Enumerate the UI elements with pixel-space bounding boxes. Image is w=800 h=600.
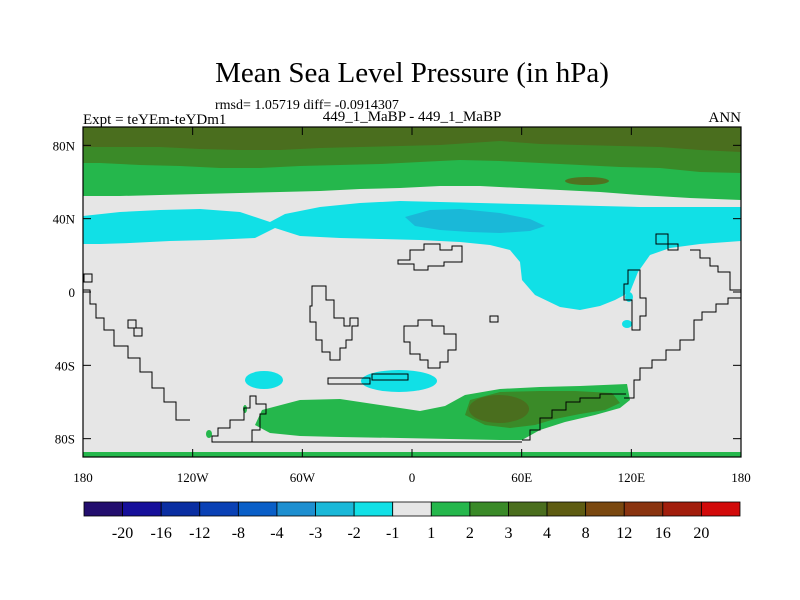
x-tick-label: 60W: [290, 470, 316, 485]
coast-japan: [655, 233, 679, 251]
north-brown-spot: [565, 177, 609, 185]
colorbar-swatch: [430, 501, 471, 517]
colorbar-swatch: [662, 501, 702, 517]
colorbar-swatch: [623, 501, 664, 517]
colorbar-label: -1: [386, 525, 399, 542]
x-tick-label: 120E: [618, 470, 646, 485]
north-blue-core: [405, 209, 545, 233]
colorbar-swatch: [353, 501, 394, 517]
coast-west-fringe: [83, 289, 190, 421]
colorbar-swatch: [199, 501, 239, 517]
small-green-patch-2: [206, 430, 212, 438]
x-tick-label: 60E: [511, 470, 532, 485]
subtitle: 449_1_MaBP - 449_1_MaBP: [323, 109, 502, 125]
stats-label: rmsd= 1.05719 diff= -0.0914307: [215, 98, 399, 113]
colorbar-label: 1: [427, 525, 435, 542]
colorbar-swatch: [315, 501, 355, 517]
colorbar-swatch: [469, 501, 509, 517]
colorbar-label: 12: [616, 525, 632, 542]
x-tick-label: 120W: [177, 470, 210, 485]
south-cyan-patch-east: [361, 370, 437, 392]
colorbar-swatch: [701, 501, 741, 517]
y-tick-label: 40S: [55, 358, 75, 373]
experiment-label: Expt = teYEm-teYDm1: [83, 112, 226, 128]
season-label: ANN: [709, 110, 742, 126]
south-cyan-patch-west: [245, 371, 283, 389]
y-tick-label: 80S: [55, 432, 75, 447]
coast-south-america: [397, 243, 463, 271]
colorbar-swatch: [392, 501, 432, 517]
coast-east-asia: [623, 269, 647, 331]
colorbar: -20 -16 -12 -8 -4 -3 -2 -1 1 2 3 4 8 12 16 20: [83, 501, 741, 542]
colorbar-label: -8: [232, 525, 245, 542]
x-tick-label: 180: [731, 470, 751, 485]
north-olive-core: [83, 127, 741, 152]
coast-islands: [83, 273, 499, 385]
coast-africa-east: [403, 319, 457, 369]
colorbar-label: 2: [466, 525, 474, 542]
colorbar-label: -16: [151, 525, 172, 542]
colorbar-swatch: [546, 501, 587, 517]
contour-field: [83, 127, 741, 457]
colorbar-label: 3: [504, 525, 512, 542]
colorbar-swatch: [508, 501, 548, 517]
colorbar-label: 20: [693, 525, 709, 542]
colorbar-label: -12: [189, 525, 210, 542]
x-tick-label: 180: [73, 470, 93, 485]
coastlines: [83, 233, 741, 443]
small-cyan-patch-2: [622, 320, 632, 328]
coast-south-fringe: [522, 393, 626, 441]
colorbar-swatch: [237, 501, 278, 517]
colorbar-label: 4: [543, 525, 551, 542]
coast-africa-west: [309, 285, 359, 361]
colorbar-label: 8: [582, 525, 590, 542]
south-olive-core: [469, 395, 529, 423]
coast-antarctic-west: [211, 395, 267, 443]
colorbar-swatch: [122, 501, 162, 517]
axes: 180 120W 60W 0 60E 120E 180 80N 40N 0 40S 80S: [53, 127, 751, 485]
y-tick-label: 40N: [53, 212, 76, 227]
colorbar-label: -20: [112, 525, 133, 542]
colorbar-label: 16: [655, 525, 671, 542]
north-cyan-band: [83, 201, 741, 310]
colorbar-swatch: [585, 501, 625, 517]
y-tick-label: 0: [69, 285, 76, 300]
colorbar-label: -4: [270, 525, 283, 542]
colorbar-label: -3: [309, 525, 322, 542]
colorbar-swatch: [276, 501, 316, 517]
coast-pacific-east: [624, 249, 741, 399]
y-tick-label: 80N: [53, 138, 76, 153]
chart-title: Mean Sea Level Pressure (in hPa): [215, 57, 609, 89]
colorbar-label: -2: [347, 525, 360, 542]
x-tick-label: 0: [409, 470, 416, 485]
colorbar-swatch: [83, 501, 123, 517]
colorbar-swatch: [160, 501, 201, 517]
